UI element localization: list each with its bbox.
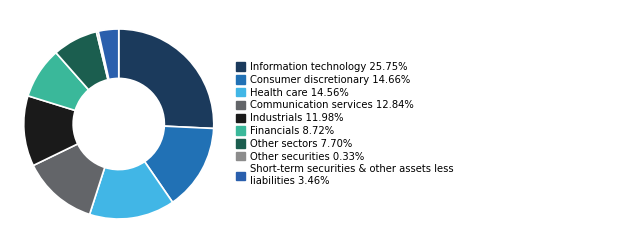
Wedge shape (28, 53, 89, 110)
Legend: Information technology 25.75%, Consumer discretionary 14.66%, Health care 14.56%: Information technology 25.75%, Consumer … (236, 62, 454, 186)
Wedge shape (96, 31, 109, 80)
Wedge shape (89, 161, 172, 219)
Wedge shape (24, 96, 78, 165)
Wedge shape (144, 126, 214, 202)
Wedge shape (98, 29, 119, 79)
Wedge shape (33, 144, 105, 215)
Wedge shape (56, 32, 108, 90)
Wedge shape (119, 29, 214, 128)
